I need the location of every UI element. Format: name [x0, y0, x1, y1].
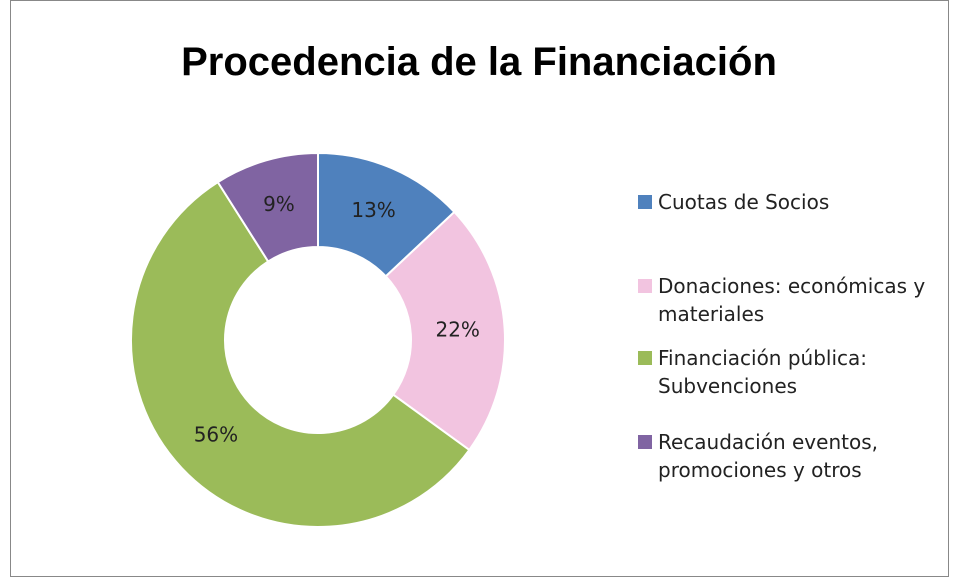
value-label: 9%	[263, 192, 295, 216]
legend-label: Recaudación eventos, promociones y otros	[658, 430, 878, 482]
donut-slice	[216, 151, 319, 263]
legend-label: Donaciones: económicas y materiales	[658, 274, 926, 326]
value-label: 13%	[351, 198, 395, 222]
donut-slice	[130, 180, 471, 528]
legend-label: Cuotas de Socios	[658, 190, 830, 214]
legend-swatch	[638, 351, 652, 365]
value-label: 22%	[435, 318, 479, 342]
legend-item: Financiación pública: Subvenciones	[638, 344, 953, 400]
legend-item: Recaudación eventos, promociones y otros	[638, 428, 953, 484]
chart-title: Procedencia de la Financiación	[181, 40, 777, 84]
legend-label: Financiación pública: Subvenciones	[658, 346, 868, 398]
legend-item: Cuotas de Socios	[638, 188, 953, 216]
legend-swatch	[638, 279, 652, 293]
legend-swatch	[638, 435, 652, 449]
legend-swatch	[638, 195, 652, 209]
legend-item: Donaciones: económicas y materiales	[638, 272, 953, 328]
donut-slice	[384, 210, 506, 452]
value-label: 56%	[194, 422, 238, 446]
